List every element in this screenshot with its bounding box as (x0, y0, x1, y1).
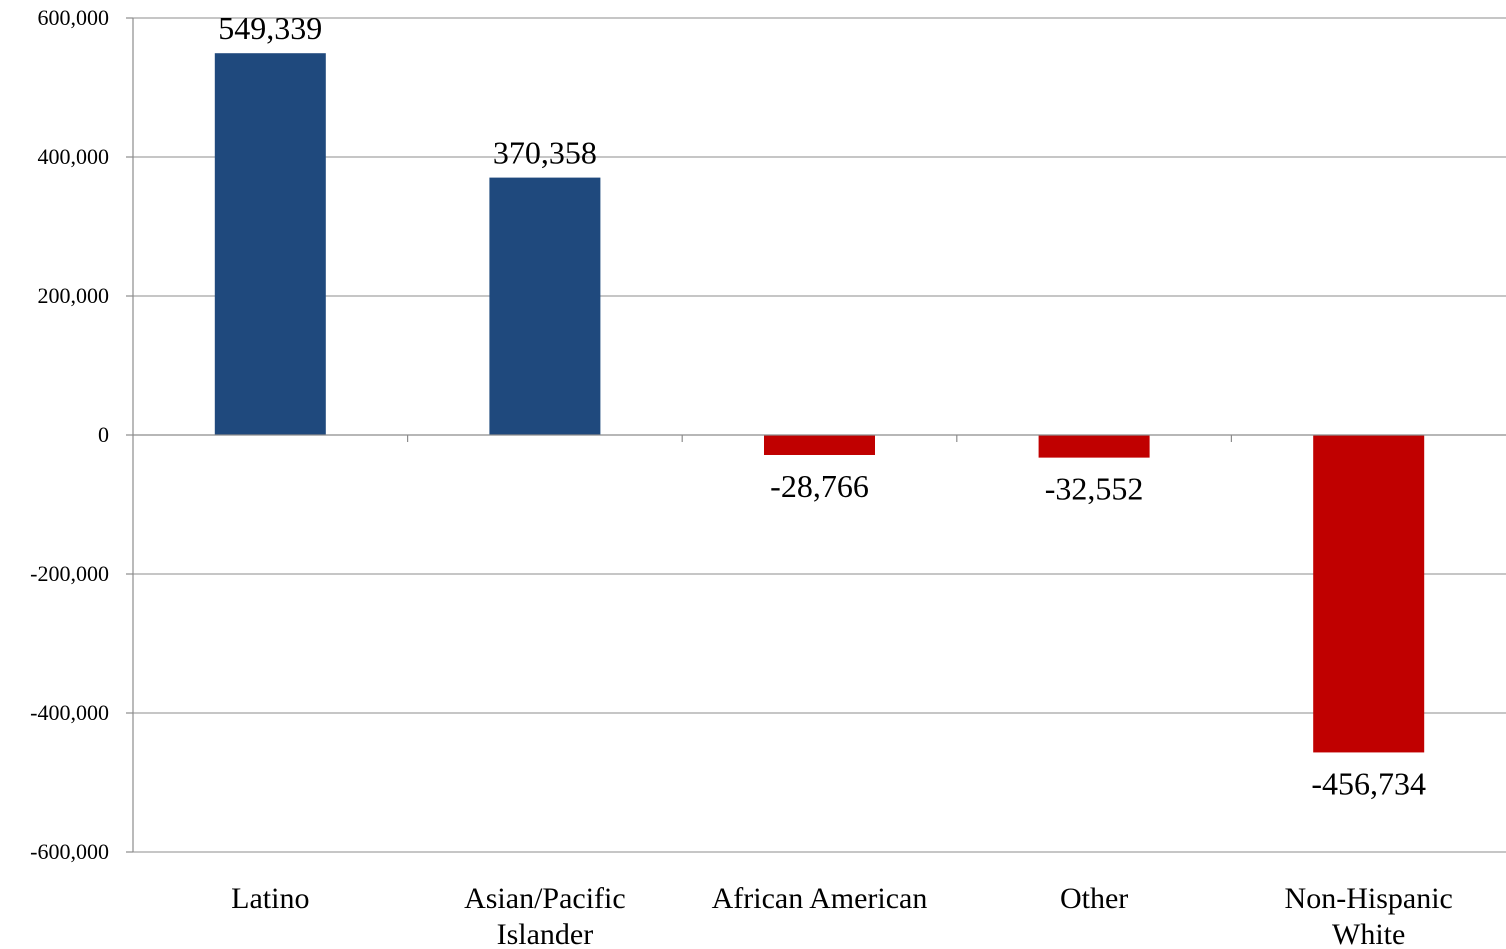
x-category-label: Asian/Pacific (464, 882, 626, 915)
data-labels: 549,339 370,358 -28,766 -32,552 -456,734 (218, 10, 1426, 801)
y-tick-label: 600,000 (38, 5, 110, 30)
data-label: -32,552 (1045, 471, 1144, 507)
x-category-label: Other (1060, 882, 1128, 915)
bars (214, 53, 1425, 753)
gridlines (133, 17, 1506, 853)
data-label: 370,358 (493, 135, 597, 171)
data-label: -456,734 (1311, 765, 1426, 801)
y-tick-label: 0 (98, 422, 109, 447)
x-category-label: White (1332, 918, 1405, 949)
y-tick-label: -400,000 (30, 700, 109, 725)
y-axis-tick-labels: 600,000 400,000 200,000 0 -200,000 -400,000 -6… (30, 5, 109, 864)
bar-non-hispanic-white (1313, 435, 1425, 753)
bar-other (1038, 435, 1150, 458)
axes (126, 17, 1506, 853)
x-category-label: Non-Hispanic (1285, 882, 1453, 915)
bar-asian-pacific-islander (489, 177, 601, 435)
y-tick-label: -200,000 (30, 561, 109, 586)
bar-african-american (764, 435, 875, 455)
y-tick-label: 400,000 (38, 144, 110, 169)
bar-latino (214, 53, 326, 435)
y-tick-label: -600,000 (30, 839, 109, 864)
data-label: -28,766 (770, 468, 869, 504)
x-category-label: Latino (231, 882, 309, 915)
data-label: 549,339 (218, 10, 322, 46)
x-category-label: African American (712, 882, 928, 915)
x-category-label: Islander (497, 918, 594, 949)
y-tick-label: 200,000 (38, 283, 110, 308)
